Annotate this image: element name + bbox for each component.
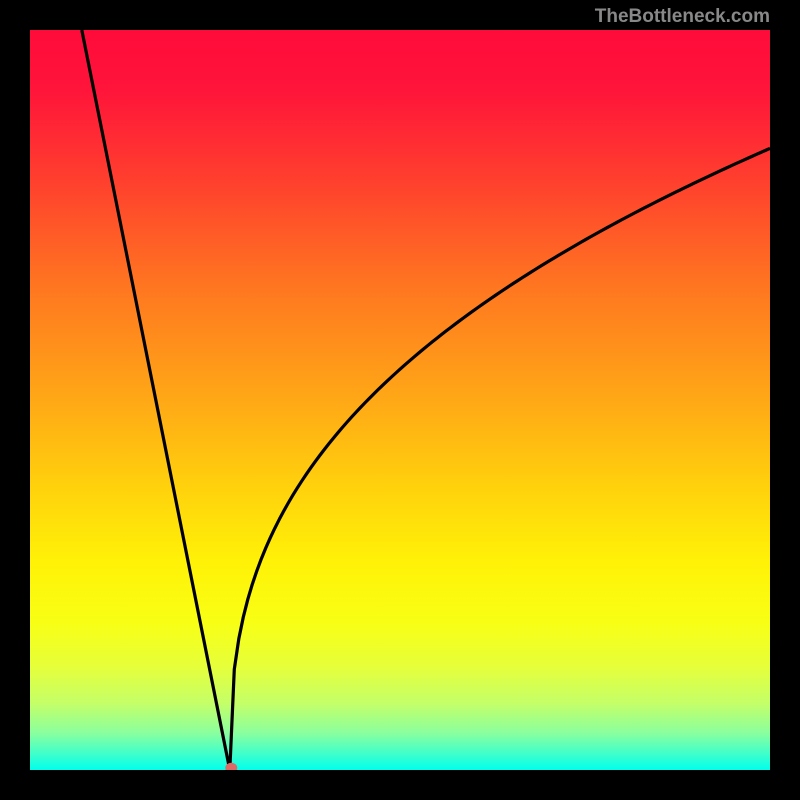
- bottleneck-curve-path: [82, 30, 770, 770]
- watermark-text: TheBottleneck.com: [595, 6, 770, 28]
- optimal-marker: [225, 763, 237, 770]
- marker-layer: [30, 30, 770, 770]
- plot-area: [30, 30, 770, 770]
- bottleneck-chart: TheBottleneck.com: [0, 0, 800, 800]
- curve-layer: [30, 30, 770, 770]
